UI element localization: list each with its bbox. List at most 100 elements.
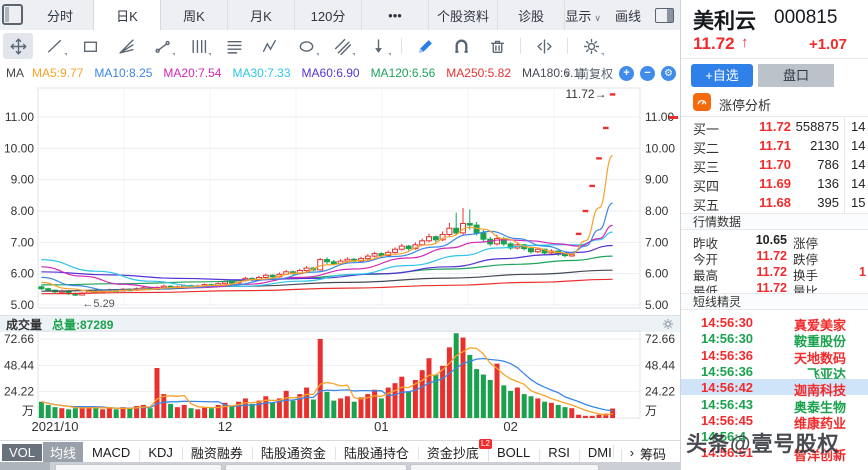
tab-月K[interactable]: 月K [228, 0, 295, 30]
display-menu[interactable]: 显示 ∨ [565, 8, 601, 24]
tab-•••[interactable]: ••• [362, 0, 429, 30]
alert-row[interactable]: 14:56:42 迦南科技 [681, 379, 868, 398]
add-watchlist-button[interactable]: +自选 [691, 64, 753, 87]
volume-settings-gear-icon[interactable] [662, 318, 674, 333]
tab-分时[interactable]: 分时 [27, 0, 94, 30]
bid-level-label: 买四 [693, 179, 720, 194]
alert-row[interactable]: 14:56:4 [681, 428, 868, 444]
indicator-tab-KDJ[interactable]: KDJ [139, 445, 182, 462]
alert-row[interactable]: 14:56:30 鞍重股份 [681, 330, 868, 349]
pencil-tool-icon[interactable] [410, 33, 440, 59]
alert-time: 14:56:30 [701, 315, 754, 330]
order-book-row[interactable]: 买五 11.68 395 15 [681, 193, 868, 213]
zoom-out-button[interactable]: − [640, 65, 655, 81]
ma-legend-item: MA10:8.25 [94, 66, 153, 80]
last-price: 11.72 [693, 34, 735, 53]
ellipse-tool-icon[interactable] [291, 33, 321, 59]
alert-row[interactable]: 14:56:51 智洋创新 [681, 444, 868, 463]
alert-row[interactable]: 14:56:36 天地数码 [681, 347, 868, 366]
svg-text:←5.29: ←5.29 [82, 298, 114, 310]
price-edge-marker [669, 116, 678, 119]
tab-pankou[interactable]: 盘口 [758, 64, 834, 87]
vertical-lines-tool-icon[interactable] [183, 33, 213, 59]
volume-pane[interactable]: 成交量 总量:87289 72.66 72.66 48.44 48.44 24.22 24… [0, 315, 680, 440]
trade-feed-partial: 14 [851, 138, 866, 153]
gann-grid-tool-icon[interactable] [219, 33, 249, 59]
order-book-row[interactable]: 买一 11.72 558875 14 [681, 117, 868, 137]
tab-周K[interactable]: 周K [161, 0, 228, 30]
parallel-channel-tool-icon[interactable] [327, 33, 357, 59]
magnet-tool-icon[interactable] [446, 33, 476, 59]
window-layout-icon[interactable] [2, 4, 23, 25]
watermark: 头条@壹号股权 [686, 433, 840, 456]
order-book-row[interactable]: 买四 11.69 136 14 [681, 174, 868, 194]
alert-row[interactable]: 14:56:30 真爱美家 [681, 314, 868, 333]
tab-个股资料[interactable]: 个股资料 [429, 0, 499, 30]
indicator-tab-›[interactable]: › [620, 445, 643, 462]
svg-text:11.00: 11.00 [645, 110, 674, 124]
date-label: 01 [374, 419, 389, 434]
panel-tab-row: +自选 盘口 [681, 58, 868, 91]
trash-tool-icon[interactable] [482, 33, 512, 59]
toolbar-separator [520, 38, 521, 54]
stock-name: 美利云 [693, 10, 756, 33]
zoom-in-button[interactable]: + [619, 65, 634, 81]
ma-line-MA20 [41, 224, 613, 289]
split-adjust-tool-icon[interactable] [529, 33, 559, 59]
ma-legend-item: MA120:6.56 [370, 66, 436, 80]
svg-text:11.00: 11.00 [5, 110, 34, 124]
tab-120分[interactable]: 120分 [295, 0, 362, 30]
zigzag-tool-icon[interactable] [255, 33, 285, 59]
down-arrow-marker-tool-icon[interactable] [363, 33, 393, 59]
rectangle-tool-icon[interactable] [75, 33, 105, 59]
svg-text:万: 万 [22, 404, 34, 418]
draw-line-button[interactable]: 画线 [614, 8, 641, 24]
indicator-tab-RSI[interactable]: RSI [539, 445, 579, 462]
order-book-row[interactable]: 买二 11.71 2130 14 [681, 136, 868, 156]
alert-stock-name: 天地数码 [793, 350, 846, 366]
main-candlestick-chart[interactable]: 11.00 11.00 10.00 10.00 9.00 9.00 8.00 8.00 7.00… [0, 84, 680, 315]
quote-side-panel: 美利云 000815 11.72 ↑ +1.07 +自选 盘口 涨停分析 买一 1… [680, 0, 868, 470]
indicator-tab-陆股通资金[interactable]: 陆股通资金 [251, 443, 335, 462]
bid-level-label: 买二 [693, 141, 720, 156]
chart-settings-button[interactable]: ⚙ [661, 65, 676, 81]
indicator-tab-BOLL[interactable]: BOLL [487, 445, 539, 462]
bid-price: 11.68 [759, 195, 791, 210]
indicator-tab-VOL[interactable]: VOL [2, 443, 43, 461]
up-arrow-icon: ↑ [741, 34, 749, 51]
main-chart-svg[interactable]: 11.00 11.00 10.00 10.00 9.00 9.00 8.00 8.00 7.00… [0, 84, 680, 315]
volume-chart-svg[interactable]: 72.66 72.66 48.44 48.44 24.22 24.22 万 万 [0, 315, 680, 440]
indicator-tab-MACD[interactable]: MACD [92, 444, 131, 460]
ma-legend-item: MA20:7.54 [163, 66, 222, 80]
tab-chips-distribution[interactable]: 筹码 [639, 447, 666, 462]
indicator-tab-资金抄底[interactable]: 资金抄底 L2 [417, 438, 492, 462]
alert-row[interactable]: 14:56:45 维康药业 [681, 412, 868, 431]
alert-row[interactable]: 14:56:36 飞亚达 [681, 363, 868, 382]
alert-row[interactable]: 14:56:43 奥泰生物 [681, 396, 868, 415]
indicator-tab-DMI[interactable]: DMI [578, 445, 621, 462]
quote-value: 11.72 [756, 265, 787, 279]
bid-price: 11.70 [759, 157, 791, 172]
limit-up-analysis-row[interactable]: 涨停分析 [681, 90, 868, 117]
order-book-row[interactable]: 买三 11.70 786 14 [681, 155, 868, 175]
move-tool-icon[interactable] [3, 33, 33, 59]
price-change: +1.07 [809, 36, 847, 53]
adjust-mode-selector[interactable]: 前复权 [576, 66, 613, 81]
side-panel-toggle-icon[interactable] [655, 7, 674, 23]
fan-lines-tool-icon[interactable] [111, 33, 141, 59]
drawing-toolbar [0, 30, 680, 63]
indicator-tab-陆股通持仓[interactable]: 陆股通持仓 [334, 443, 418, 462]
segment-tool-icon[interactable] [147, 33, 177, 59]
l2-badge: L2 [479, 438, 492, 449]
quote-label: 今开 [693, 253, 719, 267]
tab-诊股[interactable]: 诊股 [498, 0, 566, 30]
indicator-tab-均线[interactable]: 均线 [43, 441, 84, 463]
tab-日K[interactable]: 日K [93, 0, 161, 30]
svg-text:5.00: 5.00 [11, 298, 35, 312]
stock-code: 000815 [774, 7, 838, 28]
alert-time: 14:56:30 [701, 331, 754, 347]
settings-gear-icon[interactable] [576, 33, 606, 59]
trade-feed-partial: 14 [851, 157, 866, 172]
indicator-tab-融资融券[interactable]: 融资融券 [181, 443, 252, 462]
trendline-tool-icon[interactable] [39, 33, 69, 59]
